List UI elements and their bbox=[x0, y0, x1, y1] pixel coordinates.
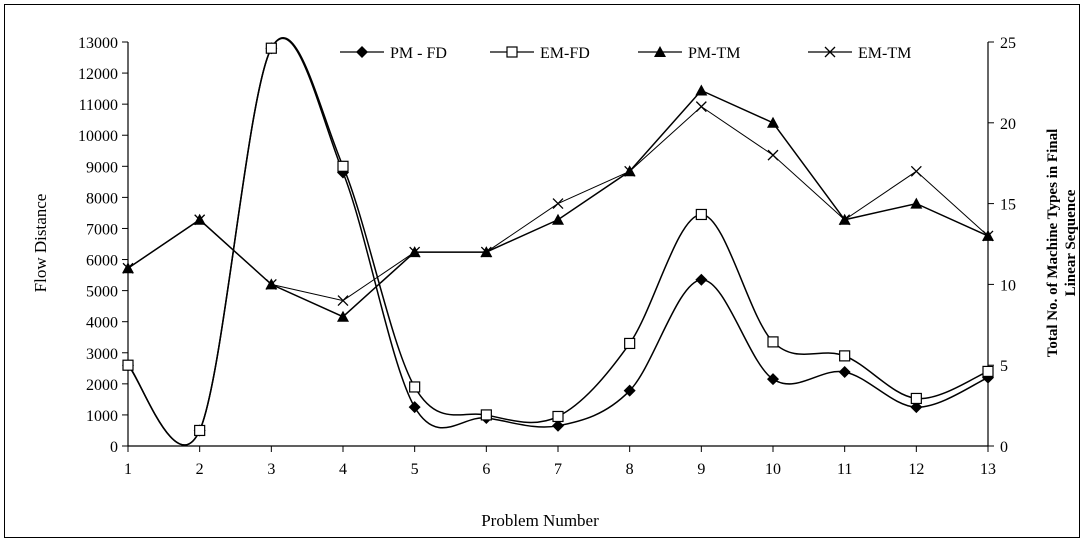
data-point bbox=[767, 336, 779, 348]
x-axis-label: Problem Number bbox=[481, 511, 599, 530]
legend-label: PM - FD bbox=[390, 45, 447, 62]
x-tick-label: 11 bbox=[837, 461, 852, 478]
x-tick-label: 13 bbox=[980, 461, 996, 478]
y-tick-label: 3000 bbox=[86, 346, 118, 363]
legend-item: PM - FD bbox=[340, 45, 447, 62]
data-point bbox=[337, 160, 349, 172]
y2-tick-label: 0 bbox=[1000, 439, 1008, 456]
y-axis-label: Flow Distance bbox=[31, 194, 50, 293]
data-point bbox=[767, 149, 779, 161]
y-tick-label: 13000 bbox=[78, 35, 118, 52]
data-point bbox=[552, 213, 564, 225]
x-tick-label: 5 bbox=[411, 461, 419, 478]
y-tick-label: 9000 bbox=[86, 159, 118, 176]
data-point bbox=[122, 359, 134, 371]
x-tick-label: 4 bbox=[339, 461, 347, 478]
x-tick-label: 7 bbox=[554, 461, 562, 478]
y2-axis-label-line1: Total No. of Machine Types in Final bbox=[1045, 129, 1061, 358]
y-tick-label: 5000 bbox=[86, 284, 118, 301]
series-em-tm bbox=[122, 101, 994, 307]
series-pm-fd bbox=[122, 37, 994, 446]
data-point bbox=[194, 424, 206, 437]
data-point bbox=[194, 214, 206, 226]
x-tick-label: 9 bbox=[697, 461, 705, 478]
data-point bbox=[624, 165, 636, 177]
legend-marker bbox=[824, 46, 836, 58]
series-em-fd bbox=[122, 37, 994, 446]
x-tick-label: 1 bbox=[124, 461, 132, 478]
data-point bbox=[767, 116, 779, 128]
legend-item: EM-TM bbox=[808, 45, 911, 62]
data-point bbox=[409, 381, 421, 393]
data-point bbox=[982, 230, 994, 242]
y-tick-label: 10000 bbox=[78, 128, 118, 145]
y-tick-label: 0 bbox=[110, 439, 118, 456]
legend-marker bbox=[654, 46, 666, 57]
data-point bbox=[695, 208, 707, 221]
x-tick-label: 2 bbox=[196, 461, 204, 478]
legend: PM - FD EM-FD PM-TM EM-TM bbox=[340, 45, 911, 62]
y-tick-label: 2000 bbox=[86, 377, 118, 394]
x-tick-label: 10 bbox=[765, 461, 781, 478]
data-point bbox=[910, 165, 922, 177]
legend-label: EM-TM bbox=[858, 45, 911, 62]
data-point bbox=[910, 401, 923, 414]
series-line bbox=[127, 37, 989, 446]
data-point bbox=[552, 410, 564, 423]
data-point bbox=[480, 246, 492, 258]
y-tick-label: 12000 bbox=[78, 66, 118, 83]
y2-tick-label: 20 bbox=[1000, 116, 1016, 133]
data-point bbox=[552, 198, 564, 210]
y2-tick-label: 5 bbox=[1000, 358, 1008, 375]
data-point bbox=[623, 384, 636, 397]
data-point bbox=[624, 337, 636, 350]
axes: 0100020003000400050006000700080009000100… bbox=[78, 35, 1016, 478]
legend-marker bbox=[356, 46, 368, 58]
data-point bbox=[480, 409, 492, 421]
data-point bbox=[982, 365, 994, 378]
y-tick-label: 4000 bbox=[86, 315, 118, 332]
data-point bbox=[408, 401, 421, 414]
data-point bbox=[910, 392, 922, 405]
chart-frame bbox=[4, 4, 1080, 538]
y-tick-label: 7000 bbox=[86, 221, 118, 238]
y-tick-label: 6000 bbox=[86, 253, 118, 270]
y2-tick-label: 10 bbox=[1000, 277, 1016, 294]
data-point bbox=[695, 84, 708, 96]
y2-tick-label: 15 bbox=[1000, 197, 1016, 214]
x-tick-label: 6 bbox=[482, 461, 490, 478]
legend-item: EM-FD bbox=[490, 45, 590, 62]
x-tick-label: 8 bbox=[626, 461, 634, 478]
y2-axis-label-line2: Linear Sequence bbox=[1063, 189, 1079, 296]
data-point bbox=[695, 273, 708, 286]
data-point bbox=[910, 197, 923, 209]
data-point bbox=[337, 295, 349, 307]
data-point bbox=[767, 373, 779, 386]
data-point bbox=[409, 246, 421, 258]
x-tick-label: 12 bbox=[908, 461, 924, 478]
y-tick-label: 11000 bbox=[79, 97, 118, 114]
legend-marker bbox=[506, 46, 518, 58]
y-tick-label: 8000 bbox=[86, 190, 118, 207]
x-tick-label: 3 bbox=[267, 461, 275, 478]
data-point bbox=[838, 366, 851, 379]
data-point bbox=[695, 101, 707, 113]
data-point bbox=[122, 262, 134, 274]
data-point bbox=[839, 350, 851, 362]
data-point bbox=[337, 310, 349, 322]
y2-tick-label: 25 bbox=[1000, 35, 1016, 52]
series-layer bbox=[122, 37, 994, 446]
data-point bbox=[265, 278, 277, 290]
legend-label: EM-FD bbox=[540, 45, 590, 62]
y-tick-label: 1000 bbox=[86, 408, 118, 425]
legend-item: PM-TM bbox=[638, 45, 740, 62]
data-point bbox=[265, 42, 277, 54]
data-point bbox=[552, 419, 564, 432]
legend-label: PM-TM bbox=[688, 45, 740, 62]
data-point bbox=[839, 214, 851, 226]
